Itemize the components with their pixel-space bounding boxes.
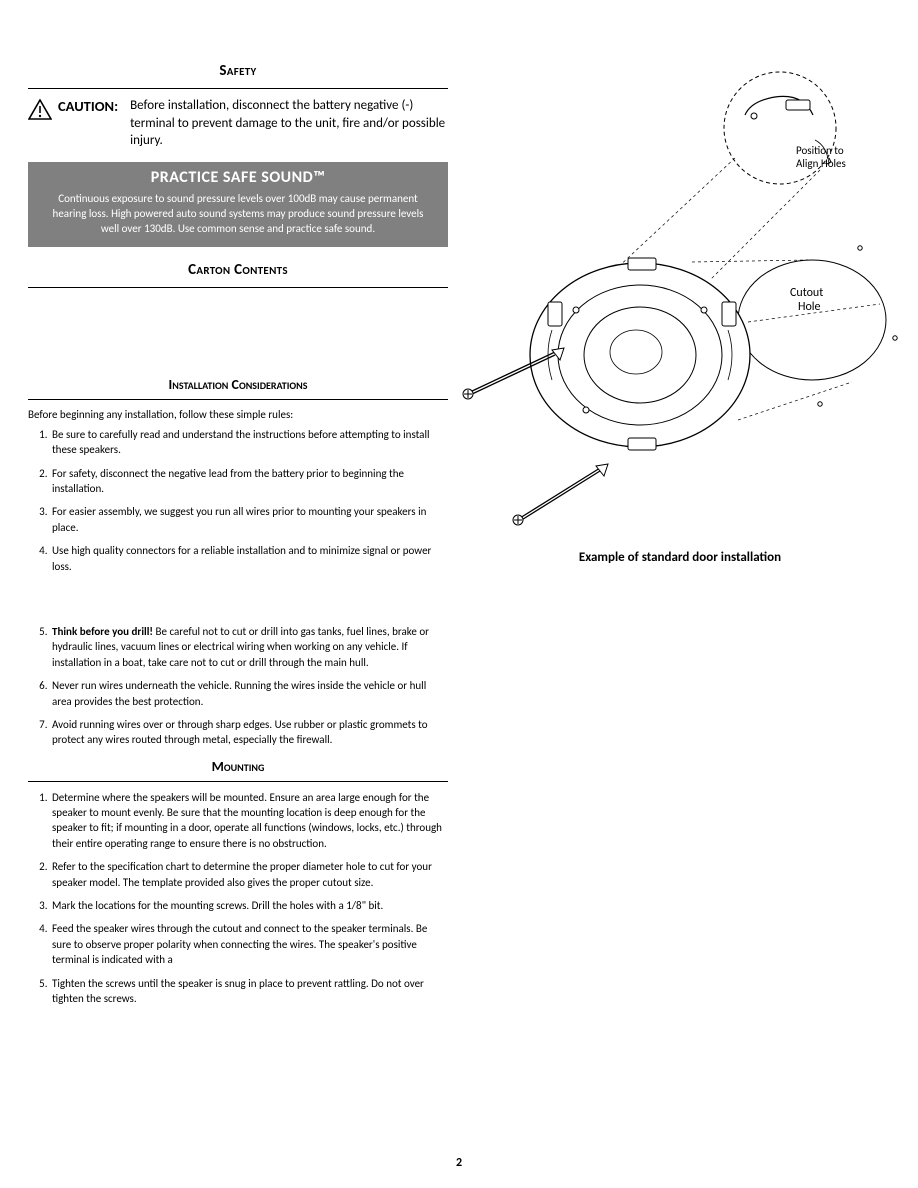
safe-sound-body: Continuous exposure to sound pressure le…	[44, 191, 432, 237]
caution-text: Before installation, disconnect the batt…	[130, 97, 448, 150]
install-list-a: Be sure to carefully read and understand…	[28, 427, 448, 574]
list-item: Feed the speaker wires through the cutou…	[50, 921, 448, 967]
figure-caption: Example of standard door installation	[460, 550, 900, 565]
blank-space	[28, 296, 448, 366]
caution-label: CAUTION:	[58, 97, 124, 115]
list-item: Use high quality connectors for a reliab…	[50, 543, 448, 574]
install-intro: Before beginning any installation, follo…	[28, 408, 448, 421]
list-item: Determine where the speakers will be mou…	[50, 790, 448, 852]
install-diagram: Position to Align Holes Cutout Hole	[460, 70, 900, 540]
list-item: For safety, disconnect the negative lead…	[50, 466, 448, 497]
manual-page: Safety CAUTION: Before installation, dis…	[0, 0, 918, 1188]
page-number: 2	[0, 1156, 918, 1170]
caution-block: CAUTION: Before installation, disconnect…	[28, 97, 448, 150]
install-list-b: Think before you drill! Be careful not t…	[28, 624, 448, 748]
mounting-list: Determine where the speakers will be mou…	[28, 790, 448, 1007]
section-rule	[28, 287, 448, 288]
safety-heading: Safety	[28, 62, 448, 80]
left-column: Safety CAUTION: Before installation, dis…	[28, 62, 448, 1016]
diagram-label-align2: Align Holes	[796, 157, 846, 170]
diagram-label-align: Position to	[796, 144, 844, 157]
section-rule	[28, 781, 448, 782]
list-item: Never run wires underneath the vehicle. …	[50, 678, 448, 709]
carton-heading: Carton Contents	[28, 261, 448, 279]
list-item: Mark the locations for the mounting scre…	[50, 898, 448, 913]
emphasis: Think before you drill!	[52, 625, 153, 638]
list-item: For easier assembly, we suggest you run …	[50, 504, 448, 535]
speaker-body	[530, 258, 750, 450]
install-heading: Installation Considerations	[28, 376, 448, 393]
screw-2	[513, 464, 608, 525]
warning-triangle-icon	[28, 99, 52, 121]
list-item: Avoid running wires over or through shar…	[50, 717, 448, 748]
diagram-label-cutout: Cutout	[790, 286, 823, 300]
list-item: Refer to the specification chart to dete…	[50, 859, 448, 890]
list-item: Think before you drill! Be careful not t…	[50, 624, 448, 670]
mounting-heading: Mounting	[28, 758, 448, 775]
list-item: Tighten the screws until the speaker is …	[50, 976, 448, 1007]
section-rule	[28, 88, 448, 89]
safe-sound-box: PRACTICE SAFE SOUND™ Continuous exposure…	[28, 162, 448, 247]
list-item: Be sure to carefully read and understand…	[50, 427, 448, 458]
diagram-label-cutout2: Hole	[798, 300, 821, 314]
section-rule	[28, 399, 448, 400]
safe-sound-title: PRACTICE SAFE SOUND™	[44, 168, 432, 187]
right-column: Position to Align Holes Cutout Hole	[460, 70, 900, 565]
blank-space	[28, 584, 448, 624]
